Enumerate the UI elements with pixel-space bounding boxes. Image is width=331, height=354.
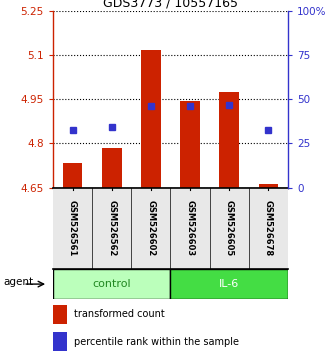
Text: IL-6: IL-6 [219, 279, 239, 289]
Bar [180, 101, 200, 188]
Bar [53, 304, 67, 324]
Bar [53, 269, 170, 299]
Bar [259, 184, 278, 188]
Text: transformed count: transformed count [74, 309, 165, 320]
Text: control: control [92, 279, 131, 289]
Text: GSM526562: GSM526562 [107, 200, 116, 257]
Title: GDS3773 / 10557165: GDS3773 / 10557165 [103, 0, 238, 10]
Text: agent: agent [3, 277, 33, 287]
Bar [63, 162, 82, 188]
Text: GSM526605: GSM526605 [225, 200, 234, 256]
Text: GSM526603: GSM526603 [186, 200, 195, 256]
Bar [141, 50, 161, 188]
Text: GSM526561: GSM526561 [68, 200, 77, 257]
Bar [53, 332, 67, 351]
Text: GSM526678: GSM526678 [264, 200, 273, 256]
Bar [102, 148, 121, 188]
Text: GSM526602: GSM526602 [146, 200, 155, 256]
Bar [219, 92, 239, 188]
Bar [170, 269, 288, 299]
Text: percentile rank within the sample: percentile rank within the sample [74, 337, 239, 347]
